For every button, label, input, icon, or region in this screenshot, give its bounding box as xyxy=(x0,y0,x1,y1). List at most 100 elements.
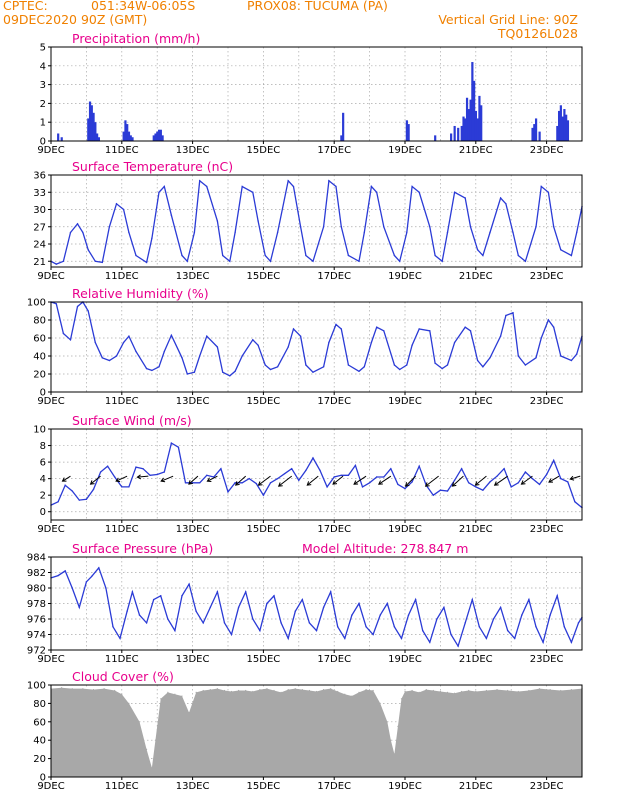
precip-bar xyxy=(533,124,536,141)
rh-point xyxy=(198,355,201,357)
cloud-point xyxy=(549,689,551,691)
wind-point xyxy=(510,486,512,488)
cloud-point xyxy=(446,691,449,693)
rh-xtick-label: 21DEC xyxy=(459,396,493,407)
rh-point xyxy=(69,339,72,341)
pres-point xyxy=(105,587,107,589)
pres-point xyxy=(160,595,162,597)
wind-point xyxy=(439,489,442,491)
temp-point xyxy=(69,231,72,234)
rh-point xyxy=(411,344,413,346)
cloud-title: Cloud Cover (%) xyxy=(72,669,174,684)
wind-barb-head xyxy=(520,480,526,485)
temp-point xyxy=(206,185,208,188)
pres-ytick-label: 974 xyxy=(27,630,46,641)
pres-point xyxy=(181,595,183,597)
wind-point xyxy=(560,477,562,480)
pres-point xyxy=(252,618,254,620)
cloud-point xyxy=(468,689,470,692)
rh-point xyxy=(383,330,385,332)
cloud-point xyxy=(322,689,325,691)
rh-point xyxy=(170,334,173,336)
temp-point xyxy=(198,180,201,182)
rh-frame xyxy=(50,301,583,393)
cloud-point xyxy=(209,689,211,691)
temp-point xyxy=(370,185,373,188)
temp-point xyxy=(145,261,148,264)
cloud-point xyxy=(294,688,296,690)
wind-barb xyxy=(137,475,149,478)
wind-xtick-label: 23DEC xyxy=(530,524,564,535)
temp-point xyxy=(469,226,472,228)
precip-bar xyxy=(97,137,100,141)
cloud-point xyxy=(151,767,153,769)
rh-title: Relative Humidity (%) xyxy=(72,286,209,301)
cloud-point xyxy=(71,688,73,690)
precip-bar xyxy=(434,135,437,141)
cloud-ytick-label: 0 xyxy=(40,773,46,784)
temp-xtick-label: 15DEC xyxy=(247,271,281,282)
cloud-point xyxy=(128,702,130,705)
cloud-point xyxy=(195,691,197,693)
precip-bar xyxy=(154,133,157,141)
pres-point xyxy=(131,591,134,593)
cloud-point xyxy=(160,698,162,700)
cloud-xtick-label: 19DEC xyxy=(388,781,422,792)
pres-point xyxy=(528,598,530,601)
pres-point xyxy=(329,591,332,593)
wind-barb xyxy=(452,475,464,487)
temp-xtick-label: 21DEC xyxy=(459,271,493,282)
cloud-point xyxy=(92,689,95,691)
cloud-xtick-label: 15DEC xyxy=(247,781,281,792)
temp-point xyxy=(229,260,231,262)
temp-ytick-label: 21 xyxy=(33,257,46,268)
temp-point xyxy=(476,249,479,251)
cloud-point xyxy=(301,689,303,691)
wind-xtick-label: 9DEC xyxy=(37,524,64,535)
wind-point xyxy=(531,477,534,480)
precip-bar xyxy=(131,137,134,141)
cloud-point xyxy=(145,748,148,751)
temp-point xyxy=(411,185,413,188)
pres-point xyxy=(386,602,388,605)
cloud-ytick-label: 100 xyxy=(27,681,46,692)
wind-point xyxy=(298,479,300,481)
wind-point xyxy=(482,489,484,491)
rh-point xyxy=(453,341,456,344)
wind-barb xyxy=(115,475,128,482)
precip-bar xyxy=(122,131,125,141)
pres-point xyxy=(230,633,233,636)
pres-point xyxy=(379,614,381,616)
precip-bar xyxy=(450,133,453,141)
temp-point xyxy=(264,254,266,257)
rh-point xyxy=(370,341,373,344)
temp-point xyxy=(135,254,137,257)
precip-xtick-label: 9DEC xyxy=(37,145,64,156)
precip-bar xyxy=(340,135,343,141)
rh-point xyxy=(560,355,562,357)
rh-point xyxy=(482,366,484,368)
wind-barb xyxy=(475,475,487,486)
temp-xtick-label: 17DEC xyxy=(317,271,351,282)
temp-point xyxy=(429,226,431,228)
precip-bar xyxy=(157,129,161,141)
temp-point xyxy=(547,191,550,193)
precip-bar xyxy=(559,105,562,141)
temp-point xyxy=(453,191,456,193)
temp-point xyxy=(151,237,153,239)
wind-line xyxy=(50,442,583,509)
rh-point xyxy=(363,366,365,368)
wind-point xyxy=(347,474,350,477)
wind-point xyxy=(85,498,88,501)
rh-point xyxy=(269,368,272,371)
wind-point xyxy=(184,482,187,484)
temp-point xyxy=(305,254,307,257)
temp-point xyxy=(193,231,196,234)
temp-point xyxy=(257,220,259,222)
pres-point xyxy=(407,614,410,616)
cloud-point xyxy=(82,688,84,690)
header-run: 09DEC2020 90Z (GMT) xyxy=(3,12,148,27)
temp-point xyxy=(358,260,360,262)
wind-point xyxy=(198,482,201,484)
pres-point xyxy=(71,587,73,589)
